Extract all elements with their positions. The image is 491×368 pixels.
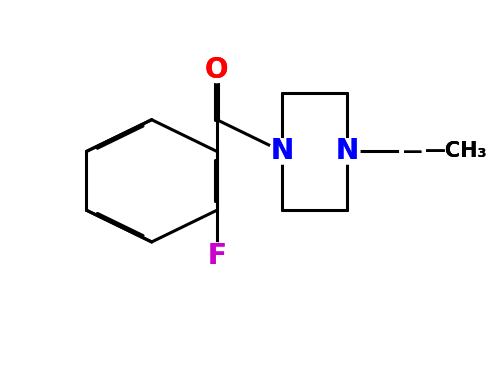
Circle shape [204,243,229,268]
Text: O: O [205,56,229,84]
Text: —: — [403,142,422,161]
Text: N: N [271,137,294,165]
Text: F: F [207,241,226,269]
Text: —CH₃: —CH₃ [425,141,488,162]
Text: N: N [271,137,294,165]
Circle shape [204,57,229,82]
Text: O: O [205,56,229,84]
Circle shape [334,139,360,164]
Circle shape [411,151,413,152]
Text: N: N [336,137,359,165]
Circle shape [400,139,425,164]
Text: —CH₃: —CH₃ [425,141,488,162]
Text: —: — [403,142,422,161]
Text: N: N [336,137,359,165]
Text: F: F [207,241,226,269]
Circle shape [270,139,295,164]
